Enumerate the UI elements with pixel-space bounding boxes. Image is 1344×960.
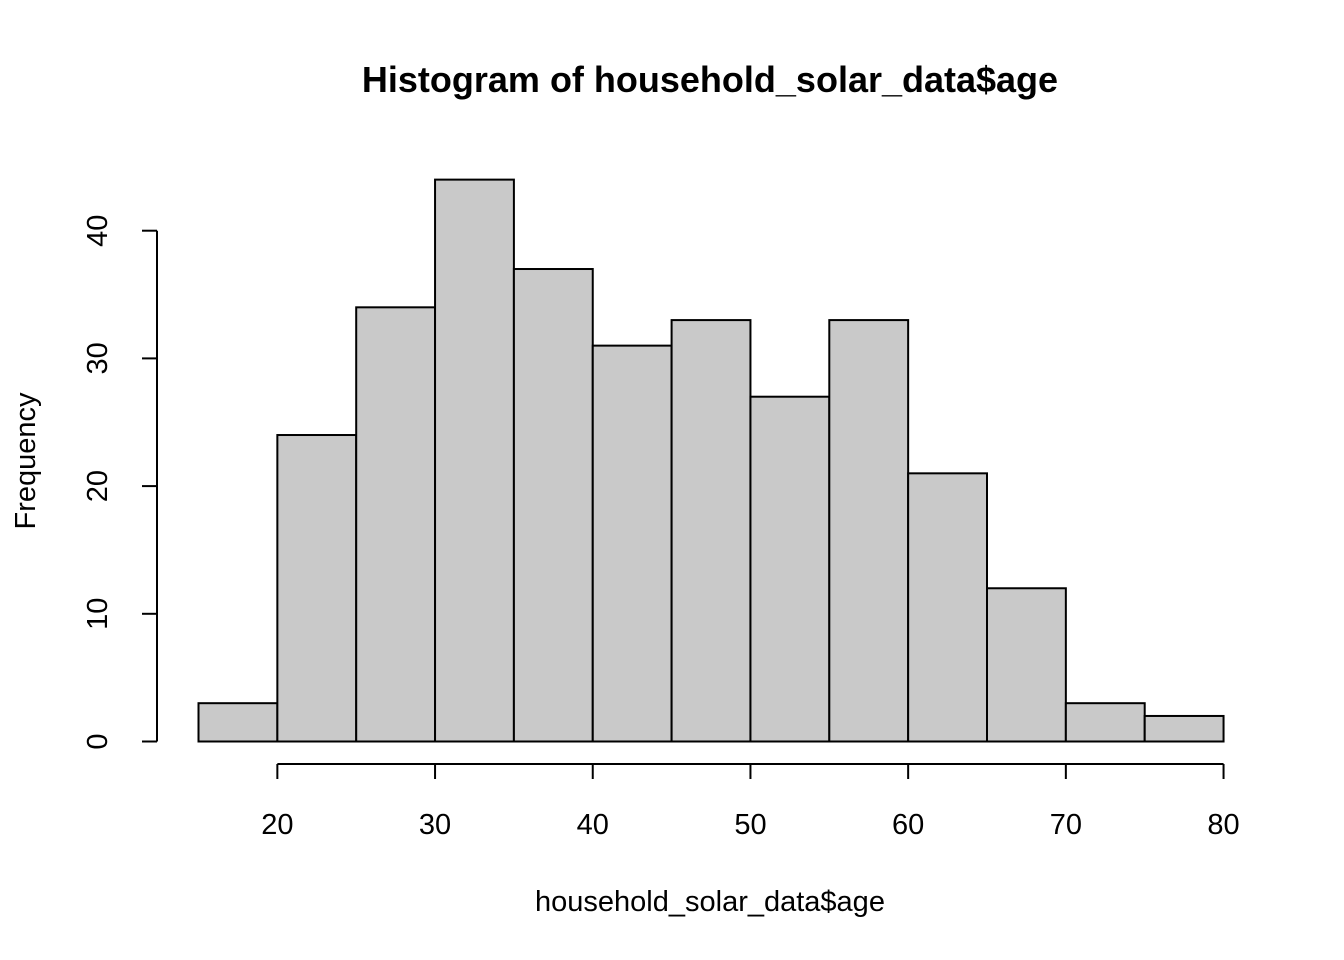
- x-tick-label: 20: [261, 809, 293, 841]
- x-tick-label: 70: [1050, 809, 1082, 841]
- histogram-bar: [907, 472, 989, 743]
- x-tick-label: 30: [419, 809, 451, 841]
- histogram-bar: [276, 434, 358, 743]
- x-axis: 20 30 40 50 60 70 80: [261, 763, 1240, 841]
- histogram-bar: [197, 702, 279, 743]
- chart-title: Histogram of household_solar_data$age: [362, 59, 1058, 100]
- y-tick-label: 10: [82, 598, 114, 630]
- histogram-bar: [591, 344, 673, 743]
- histogram-bar: [749, 395, 831, 743]
- histogram-bar: [1143, 714, 1225, 743]
- y-tick-label: 0: [82, 733, 114, 749]
- histogram-bar: [828, 319, 910, 743]
- bars-group: [197, 178, 1225, 743]
- x-axis-label: household_solar_data$age: [535, 886, 885, 918]
- y-tick-label: 40: [82, 215, 114, 247]
- histogram-bar: [670, 319, 752, 743]
- x-tick-label: 60: [892, 809, 924, 841]
- x-tick-label: 80: [1207, 809, 1239, 841]
- y-tick-label: 20: [82, 470, 114, 502]
- histogram-bar: [986, 587, 1067, 743]
- y-axis: 0 10 20 30 40: [82, 215, 158, 750]
- x-tick-label: 40: [577, 809, 609, 841]
- y-tick-label: 30: [82, 342, 114, 374]
- histogram-bar: [512, 268, 594, 743]
- histogram-bar: [434, 178, 515, 743]
- y-axis-label: Frequency: [10, 392, 42, 530]
- histogram-bar: [355, 306, 437, 743]
- x-tick-label: 50: [734, 809, 766, 841]
- histogram-bar: [1064, 702, 1146, 743]
